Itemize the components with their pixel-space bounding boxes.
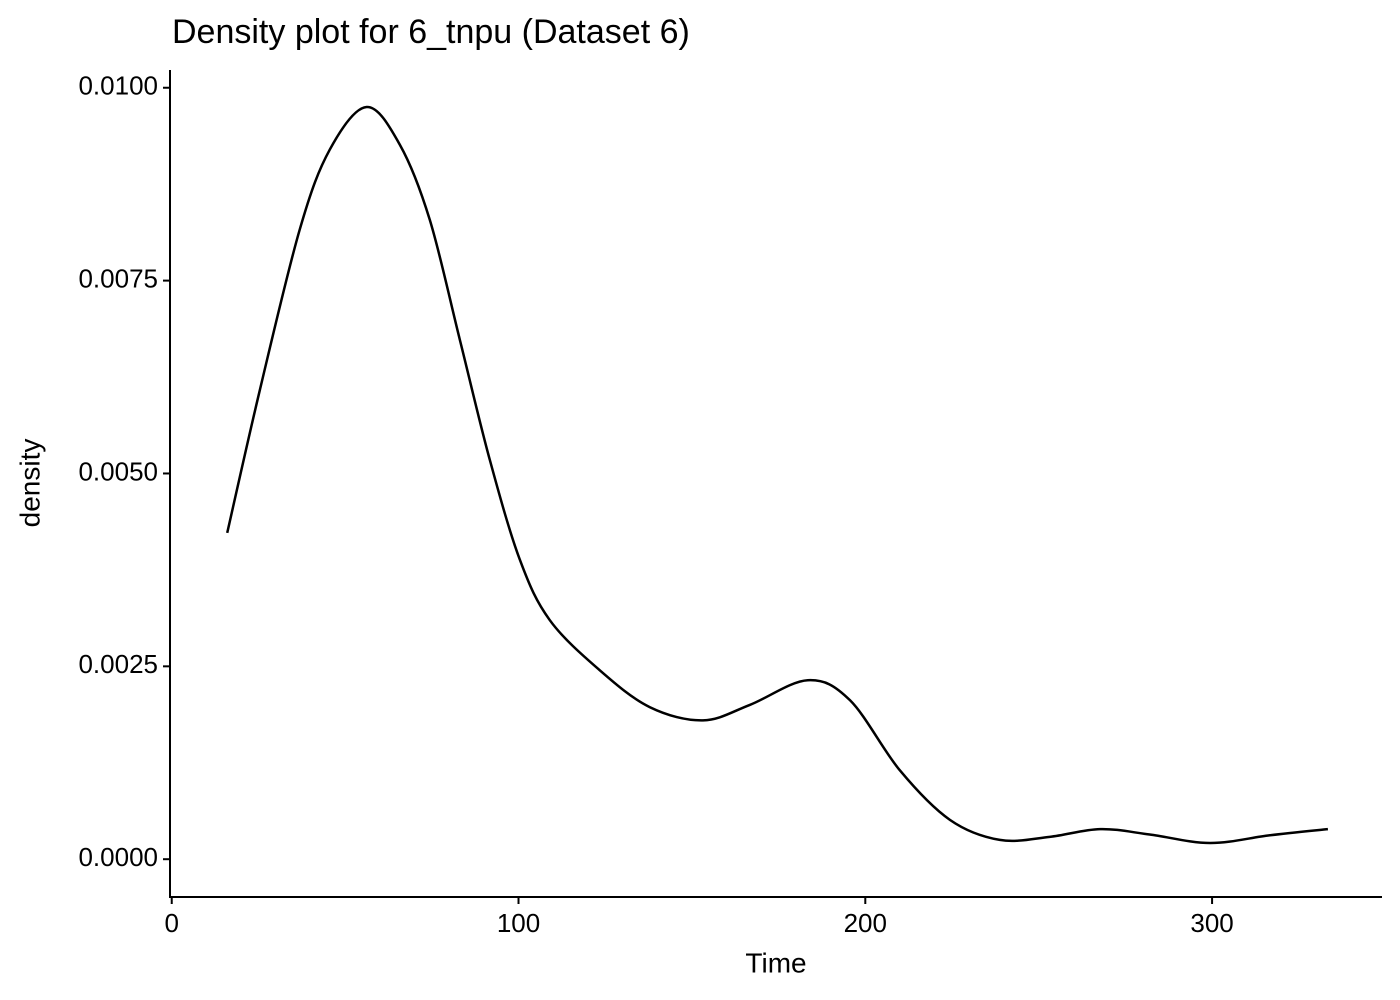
y-tick-label: 0.0050 (78, 456, 158, 486)
density-line (226, 105, 1329, 845)
x-axis-title: Time (745, 947, 806, 978)
x-tick-label: 300 (1190, 908, 1233, 938)
x-tick-label: 0 (164, 908, 178, 938)
y-axis-title: density (14, 439, 45, 528)
y-tick-label: 0.0075 (78, 263, 158, 293)
y-tick-label: 0.0000 (78, 842, 158, 872)
y-tick-label: 0.0100 (78, 71, 158, 101)
y-tick-label: 0.0025 (78, 649, 158, 679)
x-tick-label: 100 (497, 908, 540, 938)
x-tick-label: 200 (844, 908, 887, 938)
chart-title: Density plot for 6_tnpu (Dataset 6) (172, 13, 690, 51)
